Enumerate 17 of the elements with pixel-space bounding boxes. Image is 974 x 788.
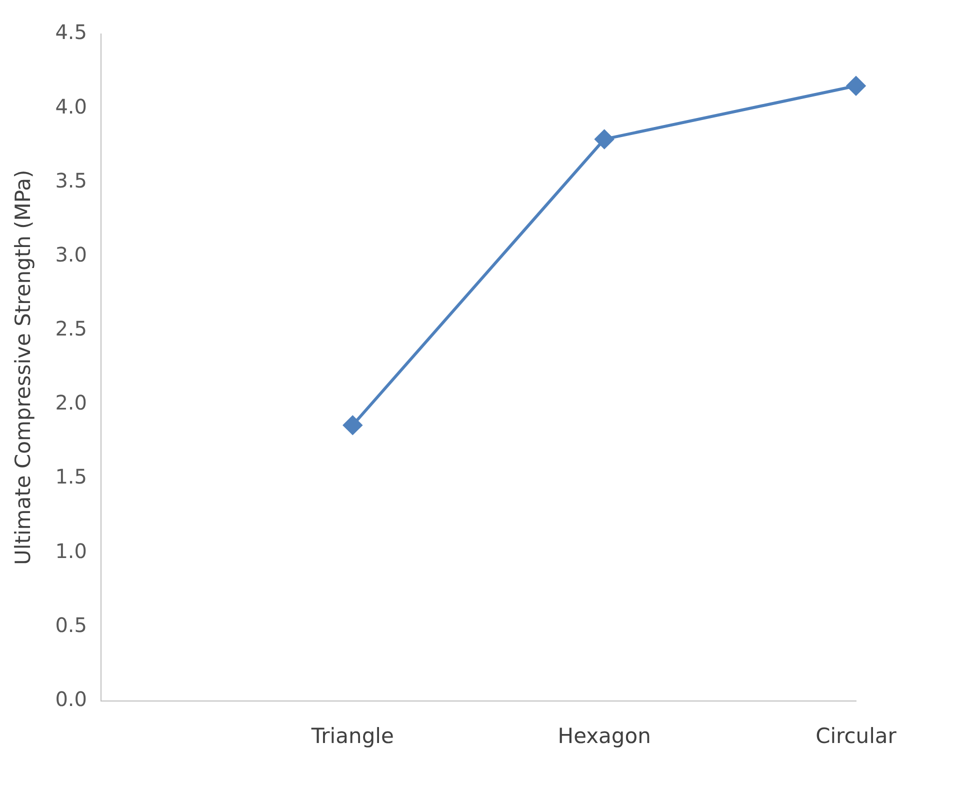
y-tick-label: 2.5: [55, 316, 88, 341]
y-tick-label: 3.0: [55, 242, 88, 266]
y-tick-label: 1.0: [55, 538, 88, 563]
y-axis-title: Ultimate Compressive Strength (MPa): [11, 170, 36, 565]
y-tick-label: 4.0: [55, 94, 88, 118]
x-tick-label: Circular: [816, 724, 897, 748]
y-tick-label: 0.0: [55, 687, 88, 712]
point: [594, 130, 614, 149]
y-tick-label: 4.5: [55, 20, 88, 44]
point: [846, 76, 866, 96]
point: [343, 416, 362, 435]
y-tick-label: 3.5: [55, 168, 88, 192]
y-tick-label: 2.0: [55, 390, 88, 415]
x-tick-label: Triangle: [310, 724, 394, 748]
y-tick-label: 1.5: [55, 464, 88, 489]
x-tick-label: Hexagon: [558, 724, 651, 748]
y-tick-label: 0.5: [55, 612, 88, 637]
